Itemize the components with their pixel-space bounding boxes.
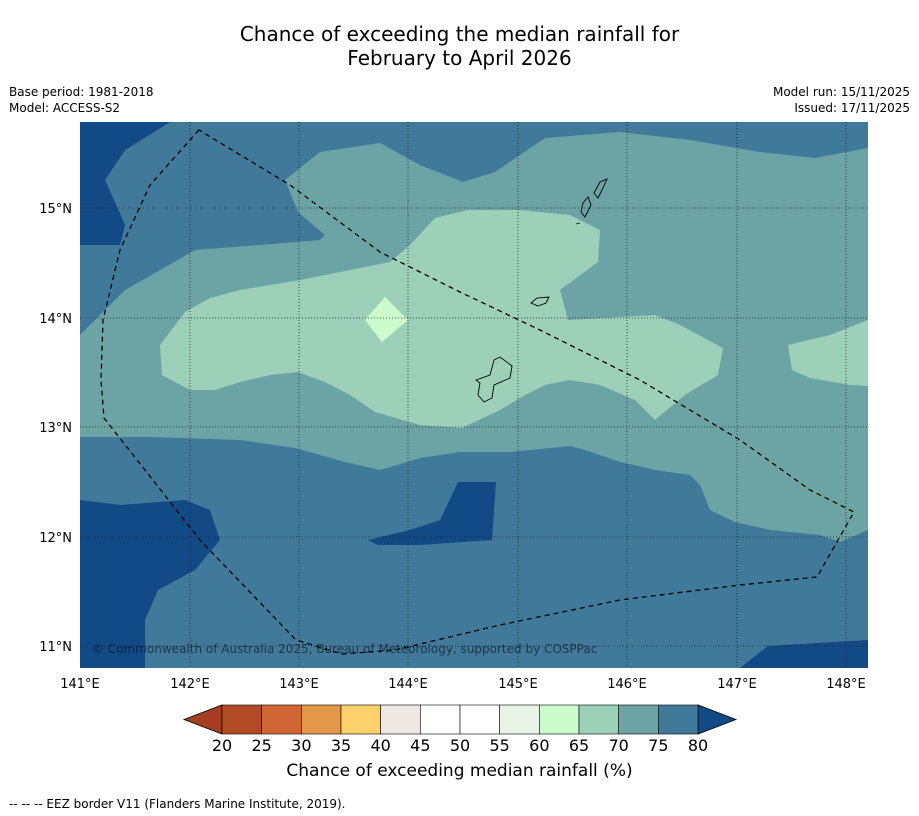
band-over-80-center	[368, 482, 496, 545]
island-rota	[530, 296, 550, 307]
colorbar-swatch	[261, 704, 302, 735]
model-text: Model: ACCESS-S2	[9, 101, 121, 115]
island-tinian	[580, 196, 592, 218]
model-run-text: Model run: 15/11/2025	[772, 85, 910, 99]
meta-right: Model run: 15/11/2025 Issued: 17/11/2025	[773, 84, 910, 116]
base-period-text: Base period: 1981-2018	[9, 85, 154, 99]
lon-label: 147°E	[717, 677, 757, 692]
lon-label: 145°E	[498, 677, 538, 692]
band-75-80-west	[80, 245, 195, 335]
colorbar-swatch	[301, 704, 342, 735]
colorbar-tick-label: 25	[251, 736, 271, 755]
colorbar-swatch	[539, 704, 580, 735]
lon-label: 144°E	[388, 677, 428, 692]
lon-label: 143°E	[279, 677, 319, 692]
island-guam	[475, 356, 513, 403]
colorbar: 20 25 30 35 40 45 50 55 60 65 70 75 80	[182, 704, 738, 755]
colorbar-swatch	[499, 704, 540, 735]
colorbar-swatch	[618, 704, 659, 735]
colorbar-tick-label: 30	[291, 736, 311, 755]
colorbar-tick-label: 45	[410, 736, 430, 755]
colorbar-tick-label: 55	[489, 736, 509, 755]
colorbar-tick-label: 65	[569, 736, 589, 755]
island-aguijan	[575, 222, 581, 225]
colorbar-tick-label: 75	[648, 736, 668, 755]
colorbar-swatch	[380, 704, 421, 735]
lon-axis: 141°E 142°E 143°E 144°E 145°E 146°E 147°…	[60, 677, 866, 692]
meta-left: Base period: 1981-2018 Model: ACCESS-S2	[9, 84, 154, 116]
colorbar-tick-label: 80	[688, 736, 708, 755]
colorbar-swatch	[420, 704, 461, 735]
colorbar-tick-label: 50	[450, 736, 470, 755]
colorbar-extend-high	[697, 704, 738, 735]
lon-label: 148°E	[826, 677, 866, 692]
lat-label: 11°N	[39, 640, 72, 655]
gridlines	[80, 122, 868, 668]
lat-label: 14°N	[39, 312, 72, 327]
lat-label: 12°N	[39, 531, 72, 546]
colorbar-tick-label: 60	[529, 736, 549, 755]
band-60-65	[365, 297, 408, 342]
colorbar-tick-label: 20	[212, 736, 232, 755]
lon-label: 141°E	[60, 677, 100, 692]
issued-text: Issued: 17/11/2025	[794, 101, 910, 115]
colorbar-swatch	[578, 704, 619, 735]
lat-label: 13°N	[39, 421, 72, 436]
colorbar-swatch	[221, 704, 262, 735]
map-area: © Commonwealth of Australia 2025, Bureau…	[80, 122, 868, 668]
colorbar-tick-label: 70	[608, 736, 628, 755]
band-over-80-se	[740, 640, 868, 668]
island-saipan	[593, 178, 608, 199]
colorbar-swatch	[340, 704, 381, 735]
lon-label: 142°E	[170, 677, 210, 692]
colorbar-extend-low	[182, 704, 223, 735]
lat-axis: 15°N 14°N 13°N 12°N 11°N	[39, 202, 72, 655]
title-line-2: February to April 2026	[347, 46, 572, 70]
colorbar-tick-label: 35	[331, 736, 351, 755]
lat-label: 15°N	[39, 202, 72, 217]
islands	[475, 178, 608, 403]
colorbar-swatch	[459, 704, 500, 735]
lon-label: 146°E	[607, 677, 647, 692]
colorbar-swatch	[658, 704, 699, 735]
band-over-80-sw	[80, 500, 220, 668]
colorbar-title: Chance of exceeding median rainfall (%)	[286, 761, 633, 781]
band-65-70-main	[160, 210, 723, 428]
band-65-70-east	[788, 320, 868, 386]
chart-title: Chance of exceeding the median rainfall …	[0, 22, 919, 70]
footer-note: -- -- -- EEZ border V11 (Flanders Marine…	[9, 797, 346, 811]
colorbar-tick-label: 40	[370, 736, 390, 755]
title-line-1: Chance of exceeding the median rainfall …	[239, 22, 680, 46]
copyright-text: © Commonwealth of Australia 2025, Bureau…	[92, 642, 597, 656]
